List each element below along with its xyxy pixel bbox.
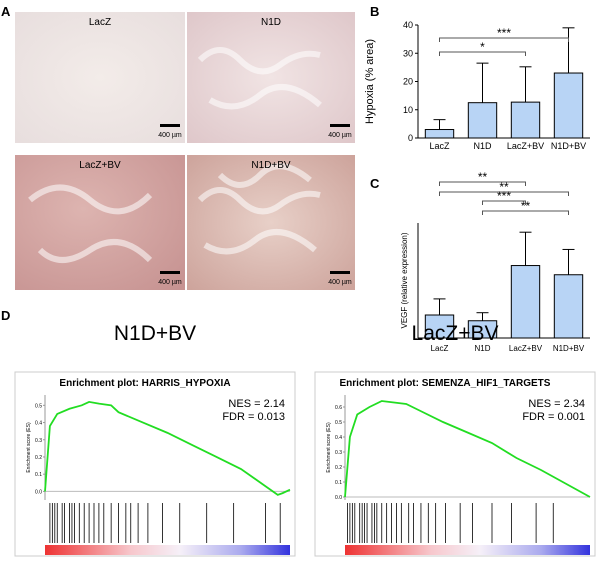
scale-bar [160, 271, 180, 274]
significance-bracket [439, 181, 526, 186]
significance-label: ** [478, 170, 488, 184]
y-tick-label: 0.4 [335, 435, 342, 441]
micrograph [15, 12, 185, 143]
significance-bracket [482, 200, 526, 205]
significance-bracket [439, 191, 569, 196]
significance-label: *** [497, 26, 511, 40]
y-axis-label: Enrichment score (ES) [26, 422, 32, 473]
y-tick-label: 40 [403, 20, 413, 30]
x-tick-label: LacZ [431, 344, 449, 353]
micrograph [187, 155, 355, 290]
bar [553, 72, 584, 139]
micrograph [15, 155, 185, 290]
panel-label: D [1, 308, 10, 323]
tissue-texture [28, 47, 322, 263]
image-label: N1D [261, 17, 281, 28]
panel-label: B [370, 4, 379, 19]
x-tick-label: N1D+BV [551, 141, 586, 151]
bar [424, 129, 455, 139]
significance-label: ** [521, 199, 531, 213]
significance-label: ** [499, 180, 509, 194]
annotation: FDR = 0.013 [222, 411, 285, 423]
bar [467, 320, 498, 339]
bar [510, 265, 541, 339]
significance-bracket [439, 37, 569, 42]
y-tick-label: 0.5 [335, 420, 342, 426]
plot-title: N1D+BV [114, 322, 196, 345]
es-curve [44, 400, 291, 496]
scale-bar [330, 271, 350, 274]
panel-a: LacZ N1D LacZ+BV N1D+BV 400 µm 400 µm 40… [15, 12, 355, 290]
es-curve [344, 400, 591, 498]
bar [510, 101, 541, 139]
y-axis-label: Enrichment score (ES) [326, 422, 332, 473]
micrograph [187, 12, 355, 143]
significance-bracket [482, 210, 569, 215]
annotation: NES = 2.34 [528, 398, 585, 410]
y-tick-label: 30 [403, 48, 413, 58]
y-tick-label: 20 [403, 77, 413, 87]
x-tick-label: N1D [474, 344, 490, 353]
plot-subtitle: Enrichment plot: HARRIS_HYPOXIA [59, 378, 230, 389]
scale-label: 400 µm [158, 132, 182, 139]
panel-label: A [1, 4, 11, 19]
rank-gradient [345, 545, 590, 555]
y-tick-label: 0.5 [35, 403, 42, 409]
rank-gradient [45, 545, 290, 555]
y-tick-label: 0.0 [35, 489, 42, 495]
y-tick-label: 0 [408, 133, 413, 143]
y-tick-label: 0.2 [35, 455, 42, 461]
image-label: LacZ [89, 17, 111, 28]
image-label: LacZ+BV [79, 160, 121, 171]
y-axis-label: Hypoxia (% area) [364, 39, 376, 124]
plot-frame [314, 371, 596, 557]
y-axis-label: VEGF (relative expression) [400, 232, 409, 328]
significance-bracket [439, 51, 526, 56]
x-tick-label: N1D+BV [553, 344, 585, 353]
scale-label: 400 µm [328, 279, 352, 286]
x-tick-label: N1D [473, 141, 492, 151]
panel-label: C [370, 176, 380, 191]
plot-title: LacZ+BV [412, 322, 499, 345]
bar [467, 102, 498, 139]
scale-label: 400 µm [328, 132, 352, 139]
x-tick-label: LacZ+BV [509, 344, 543, 353]
annotation: FDR = 0.001 [522, 411, 585, 423]
annotation: NES = 2.14 [228, 398, 285, 410]
significance-label: *** [497, 189, 511, 203]
y-tick-label: 10 [403, 105, 413, 115]
image-label: N1D+BV [251, 160, 291, 171]
y-tick-label: 0.4 [35, 421, 42, 427]
y-tick-label: 0.6 [335, 405, 342, 411]
x-tick-label: LacZ+BV [507, 141, 544, 151]
y-tick-label: 0.1 [35, 472, 42, 478]
x-tick-label: LacZ [429, 141, 450, 151]
y-tick-label: 0.3 [335, 450, 342, 456]
y-tick-label: 0.1 [335, 480, 342, 486]
bar [424, 314, 455, 339]
plot-frame [14, 371, 296, 557]
y-tick-label: 0.0 [335, 495, 342, 501]
bar [553, 274, 584, 339]
plot-subtitle: Enrichment plot: SEMENZA_HIF1_TARGETS [340, 378, 551, 389]
scale-bar [330, 124, 350, 127]
significance-label: * [480, 40, 485, 54]
scale-label: 400 µm [158, 279, 182, 286]
scale-bar [160, 124, 180, 127]
y-tick-label: 0.3 [35, 438, 42, 444]
y-tick-label: 0.2 [335, 465, 342, 471]
